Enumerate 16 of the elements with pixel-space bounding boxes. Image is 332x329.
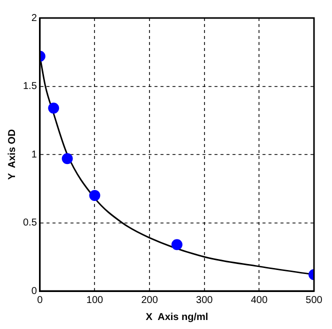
point <box>48 102 60 114</box>
y-tick-label: 0 <box>31 286 38 297</box>
point <box>171 239 182 250</box>
x-tick-label: 400 <box>250 294 268 306</box>
x-axis-title: X Axis ng/ml <box>146 312 208 323</box>
y-tick-label: 1.5 <box>22 81 38 92</box>
y-tick-label: 1 <box>31 149 38 160</box>
y-tick-label: 0.5 <box>22 218 38 228</box>
point <box>89 190 100 201</box>
y-tick-label: 2 <box>31 12 38 24</box>
x-tick-label: 100 <box>86 294 104 306</box>
x-tick-label: 200 <box>141 294 158 306</box>
point <box>62 153 73 164</box>
y-axis-title: Y Axis OD <box>6 129 18 180</box>
x-tick-label: 300 <box>196 294 214 306</box>
x-tick-label: 500 <box>306 294 323 306</box>
